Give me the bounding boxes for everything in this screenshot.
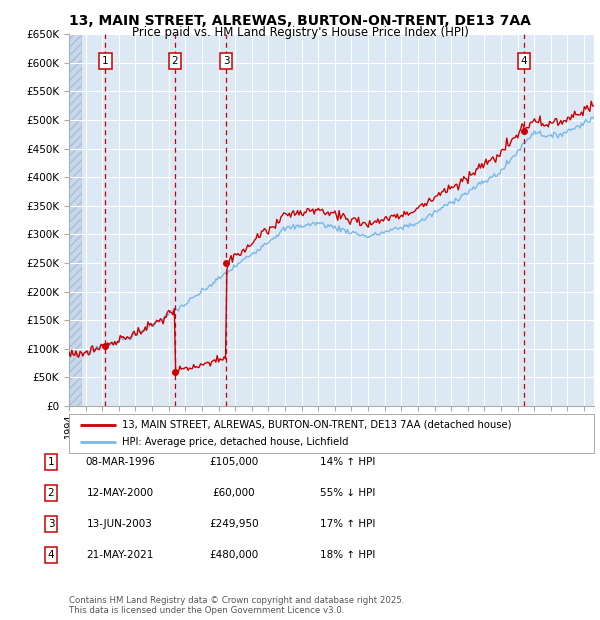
Text: 18% ↑ HPI: 18% ↑ HPI [320, 550, 376, 560]
Text: 08-MAR-1996: 08-MAR-1996 [85, 457, 155, 467]
Text: £480,000: £480,000 [209, 550, 259, 560]
Text: Contains HM Land Registry data © Crown copyright and database right 2025.
This d: Contains HM Land Registry data © Crown c… [69, 596, 404, 615]
Text: 17% ↑ HPI: 17% ↑ HPI [320, 519, 376, 529]
Text: Price paid vs. HM Land Registry's House Price Index (HPI): Price paid vs. HM Land Registry's House … [131, 26, 469, 39]
Text: £249,950: £249,950 [209, 519, 259, 529]
Text: 1: 1 [47, 457, 55, 467]
Text: 3: 3 [223, 56, 229, 66]
Text: 2: 2 [47, 488, 55, 498]
Text: 4: 4 [47, 550, 55, 560]
Text: 1: 1 [102, 56, 109, 66]
Text: 3: 3 [47, 519, 55, 529]
Text: 13, MAIN STREET, ALREWAS, BURTON-ON-TRENT, DE13 7AA (detached house): 13, MAIN STREET, ALREWAS, BURTON-ON-TREN… [121, 420, 511, 430]
Text: 2: 2 [172, 56, 178, 66]
Text: 4: 4 [521, 56, 527, 66]
Text: 13, MAIN STREET, ALREWAS, BURTON-ON-TRENT, DE13 7AA: 13, MAIN STREET, ALREWAS, BURTON-ON-TREN… [69, 14, 531, 28]
Text: £105,000: £105,000 [209, 457, 259, 467]
Text: HPI: Average price, detached house, Lichfield: HPI: Average price, detached house, Lich… [121, 437, 348, 447]
Text: 13-JUN-2003: 13-JUN-2003 [87, 519, 153, 529]
Text: 14% ↑ HPI: 14% ↑ HPI [320, 457, 376, 467]
Text: 21-MAY-2021: 21-MAY-2021 [86, 550, 154, 560]
Text: 12-MAY-2000: 12-MAY-2000 [86, 488, 154, 498]
Bar [69, 34, 82, 406]
Text: 55% ↓ HPI: 55% ↓ HPI [320, 488, 376, 498]
Text: £60,000: £60,000 [212, 488, 256, 498]
